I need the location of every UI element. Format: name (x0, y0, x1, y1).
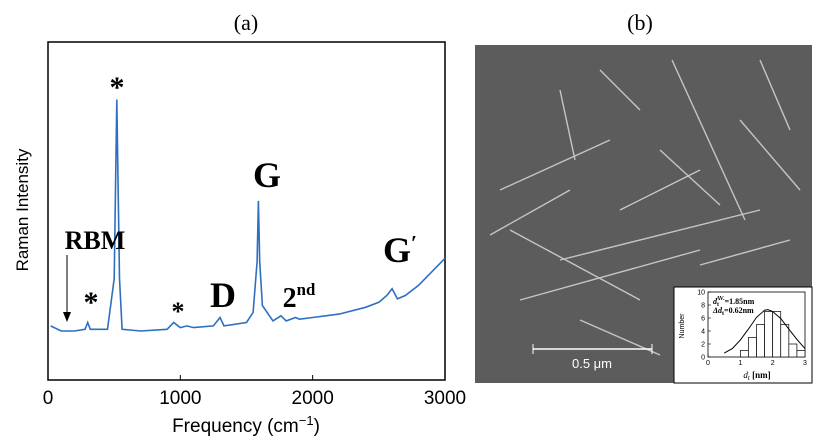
histogram-bar (739, 350, 749, 358)
stat-sub: t (722, 311, 724, 317)
x-axis-label: Frequency (cm−1) (172, 413, 320, 437)
stat-sub: t (717, 302, 719, 308)
histogram-bar (764, 311, 774, 358)
peak-annotation: * (172, 297, 185, 326)
x-label-text: Frequency (cm (172, 416, 299, 437)
x-tick-label: 3000 (424, 388, 466, 409)
annotation-text: 2 (283, 283, 297, 314)
peak-annotation: D (210, 275, 236, 315)
y-tick-label: 4 (701, 329, 705, 336)
panel-label: (b) (627, 10, 653, 35)
stat-rest: =1.85nm (725, 297, 755, 306)
stat-sup: AV. (716, 296, 725, 302)
y-tick-label: 2 (701, 342, 705, 349)
panel-label: (a) (234, 10, 258, 35)
fit-curve (723, 309, 806, 354)
peak-annotation: RBM (65, 226, 126, 255)
y-tick-label: 6 (701, 316, 705, 323)
rbm-arrowhead (63, 312, 71, 322)
x-tick-label: 3 (803, 360, 807, 367)
x-tick-label: 1 (738, 360, 742, 367)
scale-bar-label: 0.5 μm (572, 356, 612, 371)
x-tick-label: 1000 (159, 388, 201, 409)
x-tick-label: 2 (771, 360, 775, 367)
stat-base: Δd (712, 306, 723, 315)
peak-annotation: G′ (383, 230, 417, 270)
x-tick-label: 2000 (292, 388, 334, 409)
x-label-text: d (743, 370, 748, 380)
annotation-text: * (84, 286, 99, 319)
y-tick-label: 8 (701, 303, 705, 310)
inset-x-label: dt [nm] (743, 370, 770, 382)
annotation-text: * (172, 297, 185, 326)
histogram-bar (780, 324, 790, 358)
y-tick-label: 0 (701, 355, 705, 362)
peak-annotation: 2nd (283, 280, 316, 314)
x-label-sub: t (748, 374, 751, 382)
y-axis-label: Raman Intensity (13, 148, 32, 271)
annotation-text: G (253, 155, 281, 195)
stat-base: d (713, 297, 718, 306)
peak-annotation: * (110, 71, 125, 104)
x-tick-label: 0 (706, 360, 710, 367)
histogram-bar (772, 311, 782, 358)
peak-annotation: * (84, 286, 99, 319)
annotation-sup: ′ (411, 231, 417, 255)
annotation-sup: nd (297, 280, 316, 299)
x-label-end: ) (314, 416, 320, 437)
plot-frame (47, 41, 446, 381)
x-label-sup: −1 (299, 413, 314, 428)
y-tick-label: 10 (697, 290, 705, 297)
stat-label: Δdt=0.62nm (712, 306, 754, 317)
annotation-text: * (110, 71, 125, 104)
histogram-bar (748, 337, 757, 358)
stat-label: dtAV.=1.85nm (713, 296, 755, 308)
spectrum-line (50, 99, 446, 332)
histogram-bar (756, 324, 765, 358)
x-label-end: [nm] (750, 370, 771, 380)
x-tick-label: 0 (43, 388, 54, 409)
histogram-bar (788, 343, 798, 358)
annotation-text: D (210, 275, 236, 315)
histogram-bar (796, 350, 806, 358)
stat-rest: =0.62nm (724, 306, 754, 315)
annotation-text: G (383, 230, 411, 270)
inset-y-label: Number (679, 313, 686, 339)
peak-annotation: G (253, 155, 281, 195)
annotation-text: RBM (65, 226, 126, 255)
